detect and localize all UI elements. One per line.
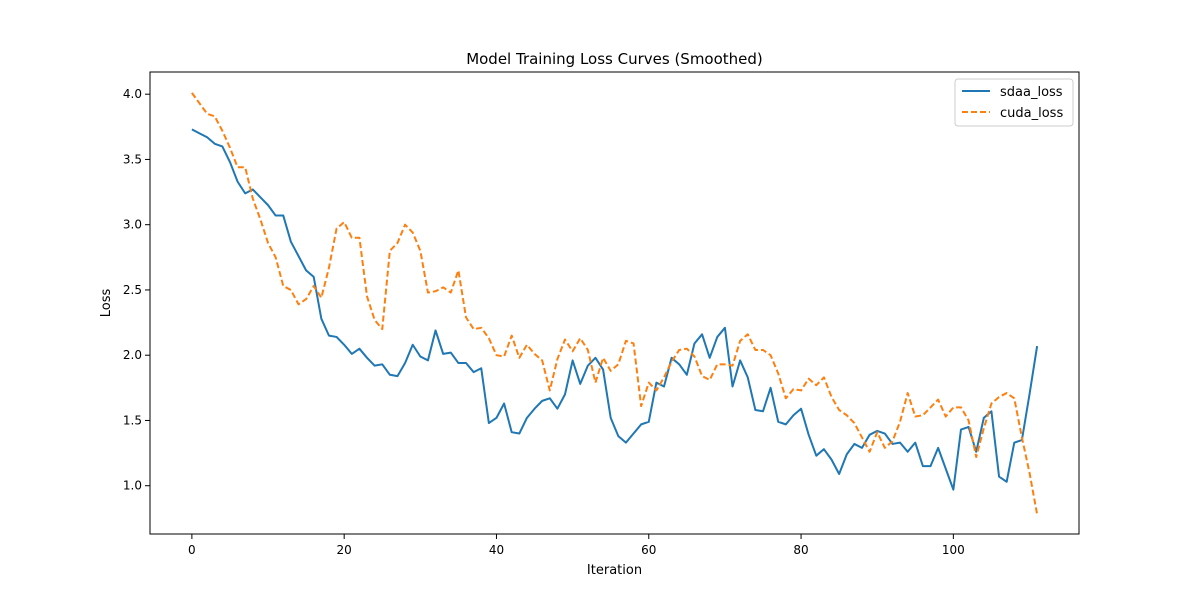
- x-tick-label: 20: [337, 543, 352, 557]
- x-axis-ticks: 0 20 40 60 80 100: [188, 534, 965, 557]
- x-tick-label: 60: [641, 543, 656, 557]
- x-axis-label: Iteration: [587, 563, 642, 578]
- x-tick-label: 0: [188, 543, 196, 557]
- legend-label-sdaa-loss: sdaa_loss: [1000, 85, 1063, 100]
- plot-area: [149, 71, 1080, 535]
- y-tick-label: 3.0: [123, 218, 142, 232]
- series-group: [191, 92, 1039, 515]
- series-line-sdaa-loss: [191, 128, 1039, 491]
- y-tick-label: 2.0: [123, 348, 142, 362]
- y-tick-label: 4.0: [123, 87, 142, 101]
- y-tick-label: 1.0: [123, 479, 142, 493]
- chart-title: Model Training Loss Curves (Smoothed): [466, 50, 763, 68]
- x-tick-label: 40: [489, 543, 504, 557]
- series-line-cuda-loss: [191, 92, 1039, 515]
- legend-label-cuda-loss: cuda_loss: [1000, 106, 1063, 121]
- plot-background: [150, 72, 1079, 534]
- y-tick-label: 2.5: [123, 283, 142, 297]
- legend: sdaa_loss cuda_loss: [954, 78, 1074, 127]
- y-tick-label: 1.5: [123, 413, 142, 427]
- plot-frame: [149, 71, 1080, 535]
- y-axis-label: Loss: [99, 289, 114, 318]
- x-tick-label: 80: [793, 543, 808, 557]
- y-tick-label: 3.5: [123, 152, 142, 166]
- y-axis-ticks: 1.0 1.5 2.0 2.5 3.0 3.5 4.0: [123, 87, 150, 493]
- x-tick-label: 100: [942, 543, 965, 557]
